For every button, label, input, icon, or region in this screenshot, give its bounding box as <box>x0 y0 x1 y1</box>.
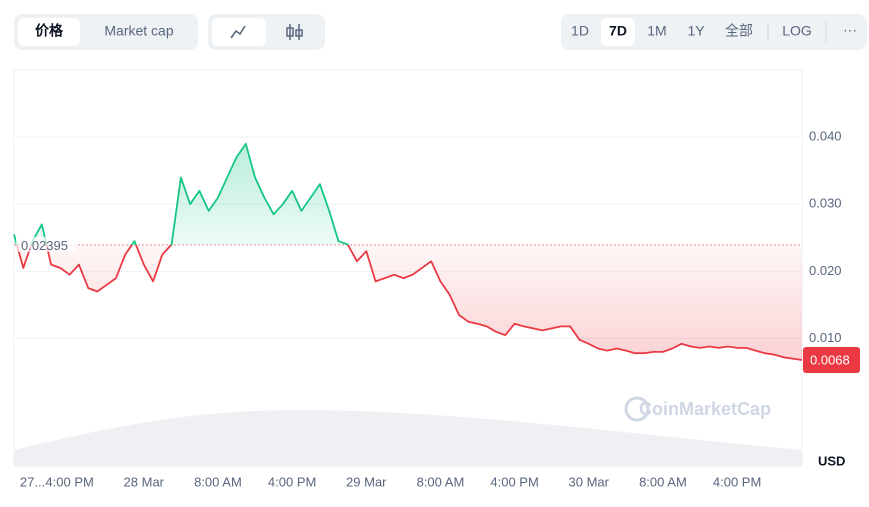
tab-selected <box>18 18 80 46</box>
candle-icon[interactable] <box>286 24 303 40</box>
watermark-logo <box>624 396 650 422</box>
y-tick-label: 0.010 <box>809 330 842 345</box>
x-tick-label: 29 Mar <box>346 474 387 489</box>
x-tick-label: 8:00 AM <box>194 474 242 489</box>
x-tick-label: 27... <box>20 474 45 489</box>
range-7d[interactable]: 7D <box>609 23 627 39</box>
range-group <box>561 14 867 50</box>
x-tick-label: 4:00 PM <box>268 474 316 489</box>
volume-area <box>14 410 802 466</box>
baseline-label: 0.02395 <box>21 238 68 253</box>
x-tick-label: 4:00 PM <box>490 474 538 489</box>
price-area <box>14 143 802 360</box>
last-price-tag <box>803 346 860 373</box>
x-tick-label: 28 Mar <box>124 474 165 489</box>
more-button[interactable]: ··· <box>843 22 857 38</box>
range-1m[interactable]: 1M <box>647 23 666 39</box>
range-selected <box>601 18 635 46</box>
x-tick-label: 8:00 AM <box>417 474 465 489</box>
y-tick-label: 0.030 <box>809 196 842 211</box>
x-tick-label: 30 Mar <box>569 474 610 489</box>
x-tick-label: 4:00 PM <box>713 474 761 489</box>
y-tick-label: 0.020 <box>809 263 842 278</box>
currency-label: USD <box>818 453 845 468</box>
price-line <box>13 142 803 361</box>
tab-price[interactable]: 价格 <box>35 23 64 39</box>
range-1y[interactable]: 1Y <box>687 23 705 39</box>
range-all[interactable]: 全部 <box>725 23 753 39</box>
tab-market-cap[interactable]: Market cap <box>104 23 173 39</box>
watermark: CoinMarketCap <box>639 399 771 419</box>
last-price-label: 0.0068 <box>810 352 850 367</box>
range-1d[interactable]: 1D <box>571 23 589 39</box>
type-selected <box>212 18 266 46</box>
log-button[interactable]: LOG <box>782 23 812 39</box>
baseline-label-bg <box>16 236 76 252</box>
line-icon[interactable] <box>230 25 246 39</box>
x-tick-label: 8:00 AM <box>639 474 687 489</box>
x-tick-label: 4:00 PM <box>45 474 93 489</box>
y-tick-label: 0.040 <box>809 129 842 144</box>
